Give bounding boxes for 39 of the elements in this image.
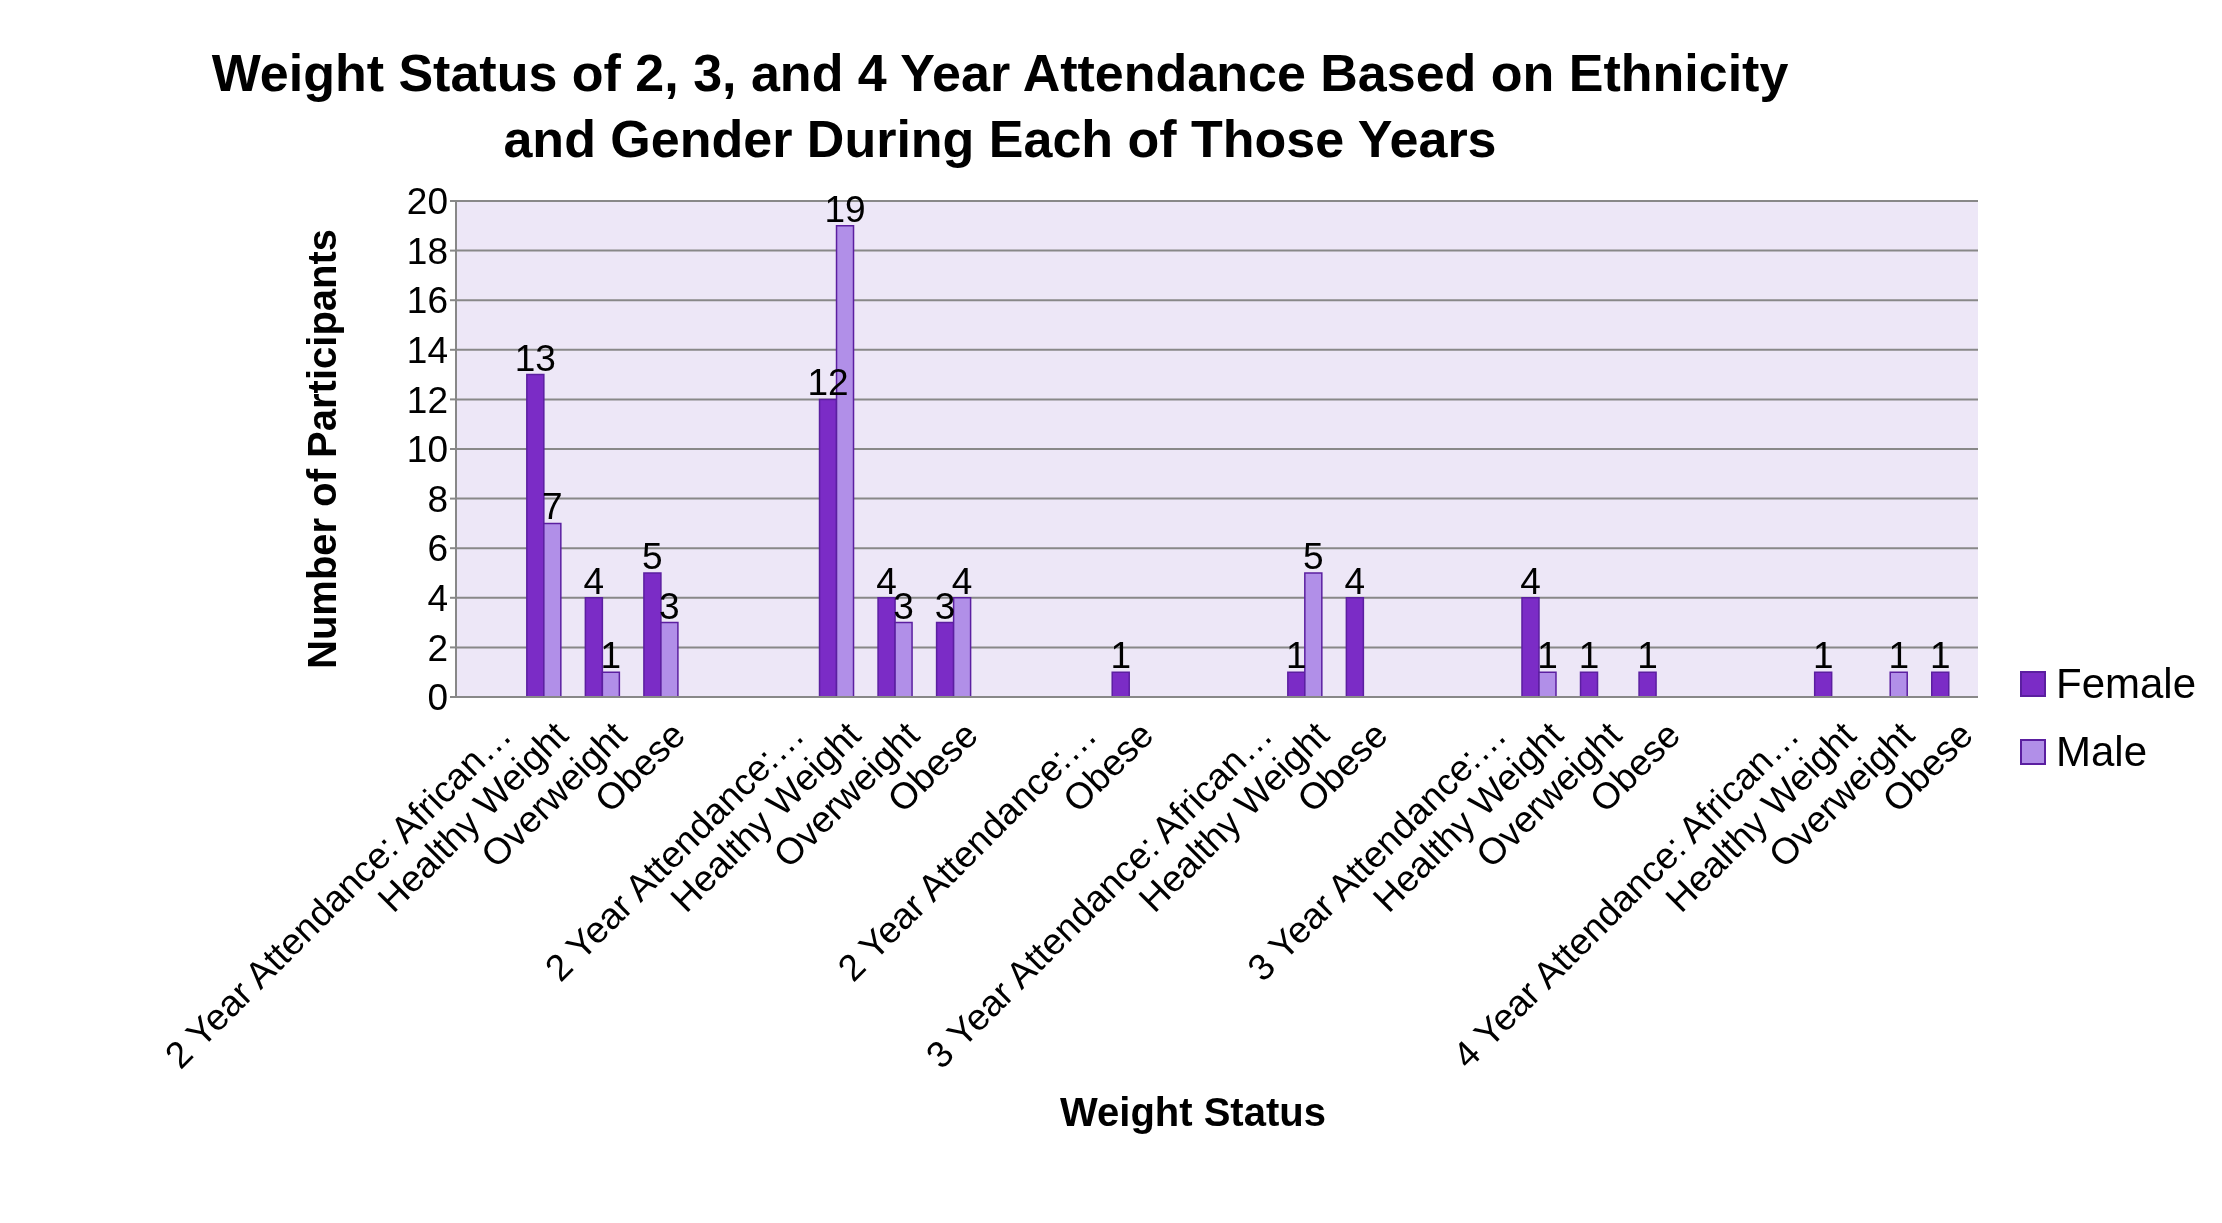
y-tick-label: 14 <box>406 329 448 371</box>
bar <box>1579 671 1599 697</box>
data-label: 13 <box>514 337 556 379</box>
y-axis-title: Number of Participants <box>300 228 345 669</box>
bar <box>1345 597 1365 697</box>
bar <box>1889 671 1908 697</box>
y-tick-label: 18 <box>406 230 448 272</box>
y-tick-label: 6 <box>427 528 448 570</box>
data-label: 1 <box>1578 635 1600 677</box>
bar <box>1931 671 1950 697</box>
data-label: 19 <box>824 188 866 230</box>
bar <box>1813 671 1833 697</box>
chart-title: Weight Status of 2, 3, and 4 Year Attendance Based on Ethnicity and Gender During Each of Those Years <box>210 43 1790 170</box>
data-label: 1 <box>1812 635 1834 677</box>
data-label: 1 <box>1929 635 1951 677</box>
legend-label: Female <box>2056 660 2197 708</box>
data-label: 4 <box>583 560 605 602</box>
legend-label: Male <box>2056 728 2148 776</box>
y-tick-label: 2 <box>427 627 448 669</box>
data-label: 4 <box>1344 560 1366 602</box>
y-tick-label: 20 <box>406 181 448 223</box>
data-label: 5 <box>642 536 663 577</box>
y-tick-label: 12 <box>406 379 448 421</box>
data-label: 4 <box>1520 560 1541 602</box>
data-label: 7 <box>542 486 563 528</box>
data-label: 1 <box>1110 635 1132 677</box>
y-tick-label: 10 <box>406 429 448 471</box>
bar <box>1111 671 1130 697</box>
data-label: 1 <box>600 635 622 677</box>
y-tick-label: 4 <box>427 577 448 619</box>
y-tick-label: 8 <box>427 478 448 520</box>
bar <box>1638 671 1657 697</box>
data-label: 1 <box>1888 635 1910 677</box>
data-label: 1 <box>1537 635 1558 677</box>
x-axis-title: Weight Status <box>1060 1090 1326 1135</box>
data-label: 1 <box>1637 635 1658 677</box>
data-label: 5 <box>1303 536 1324 577</box>
y-tick-label: 0 <box>427 677 448 719</box>
y-tick-label: 16 <box>406 280 448 322</box>
